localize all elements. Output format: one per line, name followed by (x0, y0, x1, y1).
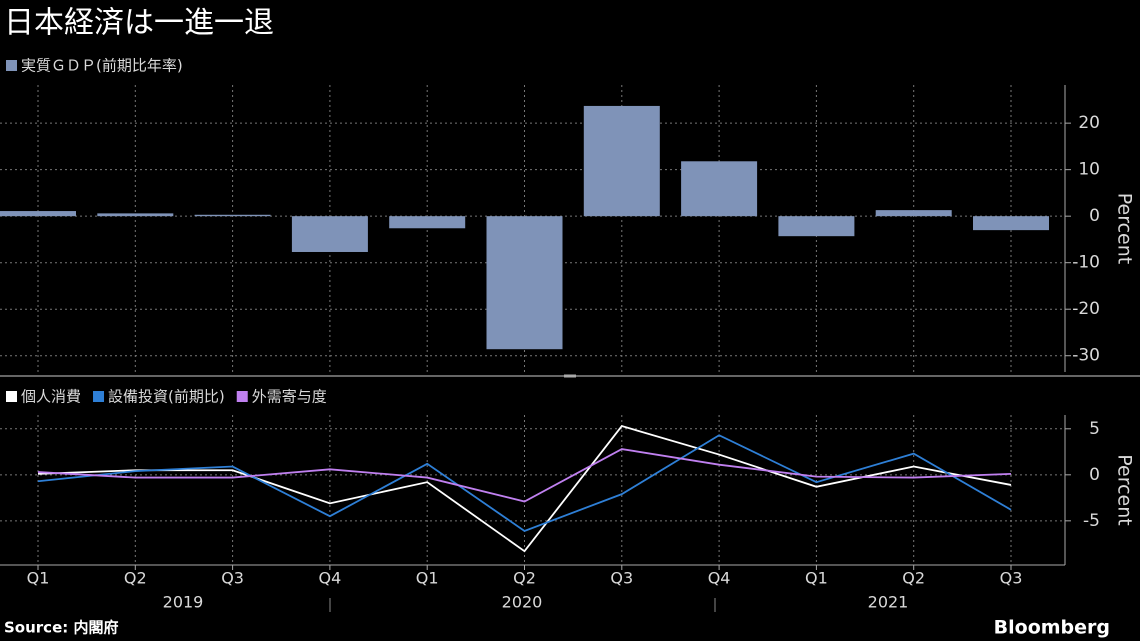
chart-title: 日本経済は一進一退 (4, 6, 274, 41)
bar (194, 214, 271, 217)
line-series (37, 448, 1012, 503)
year-label: 2019 (163, 593, 204, 612)
y-tick-label: -20 (1072, 299, 1100, 319)
legend-swatch (236, 391, 248, 402)
legend-label: 設備投資(前期比) (108, 388, 225, 406)
x-tick-label: Q1 (27, 569, 50, 588)
bar (778, 216, 855, 237)
bar (875, 210, 952, 217)
bar (291, 216, 368, 252)
x-tick-label: Q3 (221, 569, 244, 588)
x-tick-label: Q2 (513, 569, 536, 588)
legend-swatch (93, 391, 105, 402)
x-tick-label: Q4 (319, 569, 342, 588)
legend-swatch (6, 391, 17, 402)
y-tick-label: 0 (1089, 206, 1100, 226)
bar (486, 216, 563, 350)
y-tick-label: 0 (1089, 465, 1100, 485)
x-tick-label: Q1 (416, 569, 439, 588)
y-tick-label: -30 (1072, 346, 1100, 366)
legend-label: 個人消費 (21, 388, 81, 406)
bar (97, 213, 174, 217)
year-label: 2021 (868, 593, 909, 612)
bar (973, 216, 1049, 231)
legend-label: 外需寄与度 (252, 388, 327, 406)
y-tick-label: 20 (1078, 113, 1100, 133)
y-tick-label: -5 (1083, 511, 1100, 531)
y-tick-label: 10 (1078, 160, 1100, 180)
bar (389, 216, 466, 229)
x-tick-label: Q2 (902, 569, 925, 588)
y-axis-label: Percent (1114, 193, 1136, 265)
line-series (37, 434, 1012, 532)
x-tick-label: Q2 (124, 569, 147, 588)
legend-label: 実質ＧＤＰ(前期比年率) (21, 57, 183, 75)
y-tick-label: 5 (1089, 419, 1100, 439)
y-axis-label: Percent (1114, 454, 1136, 526)
source: Source: 内閣府 (4, 619, 118, 637)
y-tick-label: -10 (1072, 253, 1100, 273)
bar (681, 161, 758, 217)
brand: Bloomberg (994, 617, 1110, 639)
x-tick-label: Q3 (1000, 569, 1023, 588)
x-tick-label: Q3 (610, 569, 633, 588)
bar (583, 105, 660, 217)
year-label: 2020 (502, 593, 543, 612)
legend-swatch (6, 60, 17, 71)
line-series (37, 425, 1012, 553)
bar (0, 211, 76, 217)
x-tick-label: Q1 (805, 569, 828, 588)
x-tick-label: Q4 (708, 569, 731, 588)
